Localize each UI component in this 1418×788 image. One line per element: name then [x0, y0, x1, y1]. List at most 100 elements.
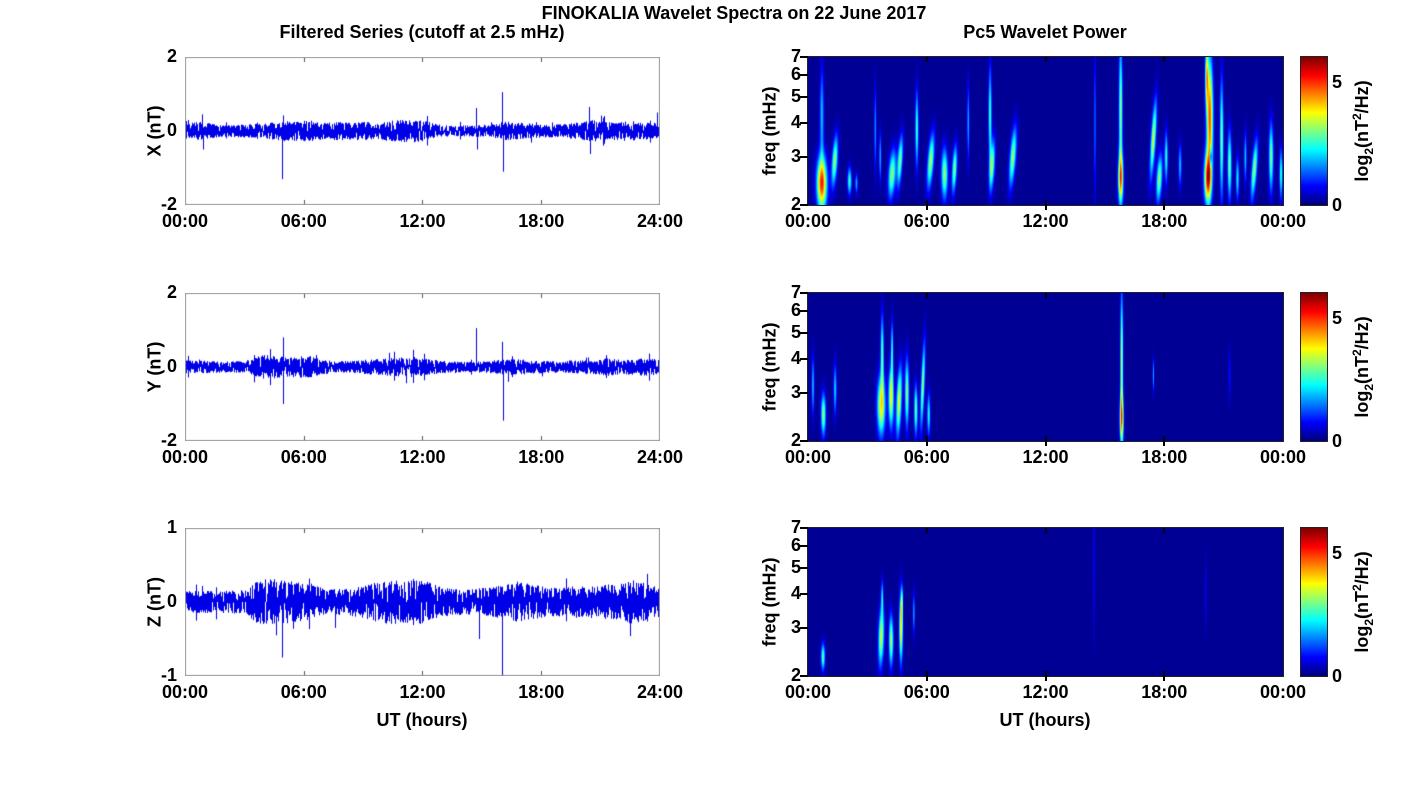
x-tick-label: 12:00: [399, 447, 446, 467]
freq-tick-label: 7: [790, 282, 801, 302]
x-tick-label: 00:00: [1259, 211, 1307, 231]
freq-tick-label: 2: [790, 430, 801, 450]
freq-tick-label: 2: [790, 194, 801, 214]
freq-tick-mark: [800, 593, 808, 596]
freq-tick-mark: [800, 122, 808, 125]
freq-tick-mark: [800, 292, 808, 294]
freq-tick-mark: [800, 310, 808, 313]
freq-tick-mark: [800, 527, 808, 529]
y-filtered-series-plot: [185, 293, 660, 441]
freq-tick-mark: [800, 566, 808, 569]
x-tick-label: 18:00: [518, 682, 565, 702]
freq-tick-label: 7: [790, 46, 801, 66]
freq-tick-mark: [800, 627, 808, 630]
freq-tick-mark: [800, 545, 808, 548]
freq-tick-mark: [800, 440, 808, 442]
freq-tick-mark: [800, 204, 808, 206]
y-tick-label: 2: [166, 46, 177, 66]
colorbar-tick-label: 0: [1332, 431, 1343, 451]
y-tick-label: 0: [166, 120, 177, 140]
freq-tick-mark: [800, 95, 808, 98]
right-column-title: Pc5 Wavelet Power: [963, 22, 1127, 42]
x-tick-label: 00:00: [1259, 682, 1307, 702]
colorbar-tick-label: 0: [1332, 666, 1343, 686]
colorbar-label-top: log2(nT2/Hz): [1350, 80, 1376, 182]
x-tick-label: 18:00: [1141, 211, 1188, 231]
x-tick-label: 12:00: [399, 682, 446, 702]
x-wavelet-spectrogram: [807, 56, 1284, 206]
x-tick-label: 06:00: [903, 211, 950, 231]
freq-tick-mark: [800, 56, 808, 58]
colorbar-middle: [1300, 292, 1328, 442]
x-tick-label: 18:00: [518, 211, 565, 231]
x-tick-label: 06:00: [280, 211, 327, 231]
freq-tick-label: 6: [790, 300, 801, 321]
x-tick-mark: [1163, 676, 1166, 681]
x-tick-mark: [1044, 205, 1047, 210]
colorbar-tick-label: 5: [1332, 542, 1343, 563]
x-tick-mark: [1044, 441, 1047, 446]
colorbar-tick-label: 0: [1332, 195, 1343, 215]
x-tick-label: 00:00: [161, 447, 209, 467]
colorbar-tick-label: 5: [1332, 71, 1343, 92]
x-tick-label: 06:00: [903, 682, 950, 702]
colorbar-top: [1300, 56, 1328, 206]
y-tick-label: 0: [166, 591, 177, 611]
freq-tick-label: 6: [790, 64, 801, 85]
y-wavelet-spectrogram: [807, 292, 1284, 442]
x-tick-label: 12:00: [399, 211, 446, 231]
freq-tick-label: 2: [790, 665, 801, 685]
x-tick-label: 00:00: [784, 211, 832, 231]
x-axis-label-right: UT (hours): [999, 710, 1091, 730]
freq-tick-mark: [800, 331, 808, 334]
freq-tick-label: 5: [790, 85, 801, 106]
y-tick-label: 0: [166, 356, 177, 376]
x-tick-label: 00:00: [161, 682, 209, 702]
freq-tick-label: 3: [790, 382, 801, 403]
freq-tick-label: 4: [790, 348, 801, 369]
colorbar-tick-label: 5: [1332, 307, 1343, 328]
x-tick-label: 24:00: [636, 682, 684, 702]
x-tick-mark: [1163, 205, 1166, 210]
x-tick-label: 12:00: [1022, 682, 1069, 702]
x-filtered-series-plot: [185, 57, 660, 205]
freq-tick-label: 7: [790, 517, 801, 537]
colorbar-bottom: [1300, 527, 1328, 677]
freq-tick-mark: [800, 74, 808, 77]
freq-tick-label: 5: [790, 556, 801, 577]
z-wavelet-spectrogram: [807, 527, 1284, 677]
x-tick-label: 00:00: [784, 682, 832, 702]
colorbar-label-bottom: log2(nT2/Hz): [1350, 551, 1376, 653]
freq-tick-label: 3: [790, 146, 801, 167]
x-tick-label: 00:00: [1259, 447, 1307, 467]
freq-tick-mark: [800, 675, 808, 677]
x-tick-mark: [925, 676, 928, 681]
freq-tick-label: 4: [790, 112, 801, 133]
freq-tick-mark: [800, 392, 808, 395]
y-tick-label: 2: [166, 282, 177, 302]
x-tick-label: 12:00: [1022, 211, 1069, 231]
colorbar-label-middle: log2(nT2/Hz): [1350, 316, 1376, 418]
x-tick-label: 12:00: [1022, 447, 1069, 467]
x-tick-label: 06:00: [903, 447, 950, 467]
freq-tick-label: 5: [790, 321, 801, 342]
x-tick-label: 24:00: [636, 447, 684, 467]
figure-title: FINOKALIA Wavelet Spectra on 22 June 201…: [541, 3, 927, 23]
x-tick-label: 00:00: [161, 211, 209, 231]
x-tick-mark: [1044, 676, 1047, 681]
z-filtered-series-plot: [185, 528, 660, 676]
x-tick-label: 06:00: [280, 682, 327, 702]
x-tick-label: 18:00: [1141, 447, 1188, 467]
x-tick-label: 06:00: [280, 447, 327, 467]
x-axis-label-left: UT (hours): [376, 710, 468, 730]
freq-tick-label: 6: [790, 535, 801, 556]
freq-tick-label: 3: [790, 617, 801, 638]
x-tick-mark: [925, 205, 928, 210]
freq-tick-mark: [800, 156, 808, 159]
freq-tick-mark: [800, 358, 808, 361]
y-tick-label: -2: [160, 430, 177, 450]
x-tick-mark: [925, 441, 928, 446]
left-column-title: Filtered Series (cutoff at 2.5 mHz): [279, 22, 565, 42]
x-tick-mark: [1163, 441, 1166, 446]
